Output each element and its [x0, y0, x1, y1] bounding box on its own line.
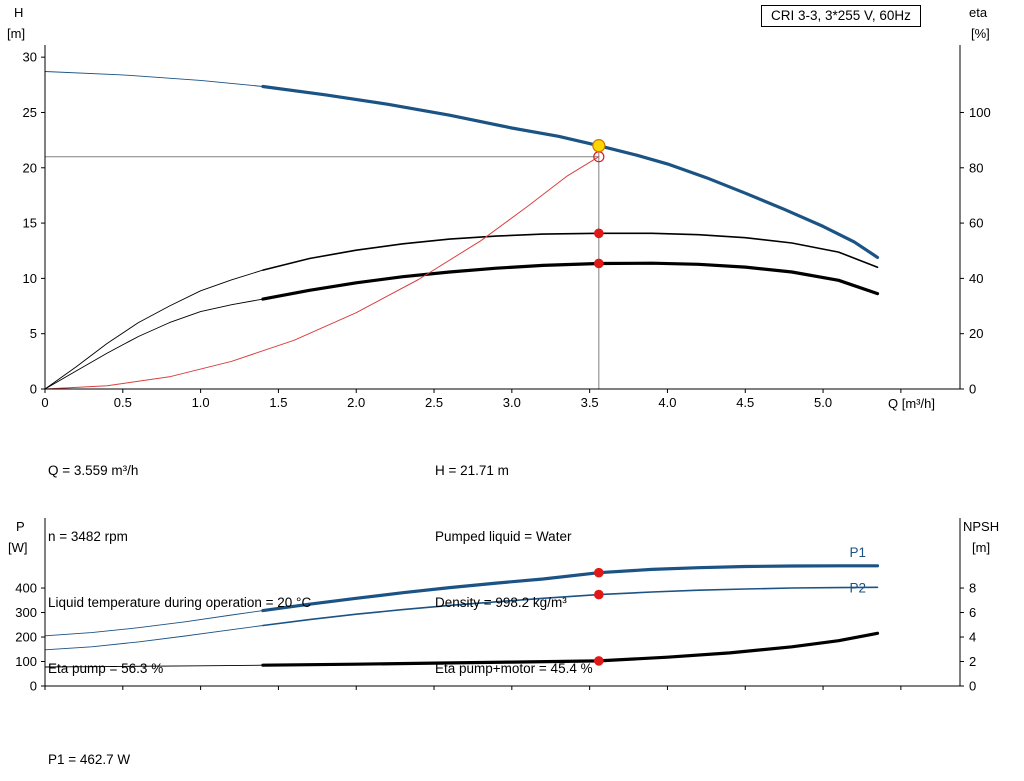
tick-label: 2.0: [347, 395, 365, 410]
tick-label: 25: [23, 105, 37, 120]
p1-value: P1 = 462.7 W: [48, 752, 131, 767]
tick-label: 20: [23, 160, 37, 175]
density-value: Density = 998.2 kg/m³: [435, 595, 567, 610]
eta-pump-motor-value: Eta pump+motor = 45.4 %: [435, 661, 593, 676]
power-axis-label: P: [16, 519, 25, 534]
tick-label: 0: [30, 382, 37, 397]
tick-label: 80: [969, 160, 983, 175]
duty-data-right: H = 21.71 m Pumped liquid = Water Densit…: [435, 416, 593, 724]
curve-eta-pump: [262, 232, 879, 271]
tick-label: 0: [969, 679, 976, 694]
curve-eta-pump-motor: [261, 261, 880, 301]
curve-npsh: [261, 631, 880, 667]
eta-pump-value: Eta pump = 56.3 %: [48, 661, 164, 676]
tick-label: 3.5: [581, 395, 599, 410]
tick-label: 200: [15, 630, 37, 645]
pumped-liquid: Pumped liquid = Water: [435, 529, 572, 544]
tick-label: 100: [15, 654, 37, 669]
tick-label: 40: [969, 271, 983, 286]
flow-axis-label: Q [m³/h]: [888, 396, 935, 411]
tick-label: 0.5: [114, 395, 132, 410]
flow-value: Q = 3.559 m³/h: [48, 463, 139, 478]
curve-eta-pump: [44, 269, 264, 390]
tick-label: 4.5: [736, 395, 754, 410]
tick-label: 0: [969, 382, 976, 397]
pump-title-box: CRI 3-3, 3*255 V, 60Hz: [761, 5, 921, 27]
curve-p2: [262, 586, 879, 627]
head-axis-unit: [m]: [7, 26, 26, 41]
npsh-axis-unit: [m]: [972, 540, 991, 555]
tick-label: 4: [969, 630, 976, 645]
tick-label: 100: [969, 105, 991, 120]
tick-label: 0: [41, 395, 48, 410]
tick-label: 2: [969, 654, 976, 669]
curve-p1: [261, 564, 880, 613]
tick-label: 15: [23, 216, 37, 231]
duty-marker-red-dot: [594, 258, 604, 269]
tick-label: 400: [15, 581, 37, 596]
tick-label: 300: [15, 605, 37, 620]
curve-npsh: [44, 664, 264, 668]
tick-label: 10: [23, 271, 37, 286]
duty-marker-red-dot: [594, 656, 604, 666]
eta-axis-label: eta: [969, 5, 988, 20]
head-value: H = 21.71 m: [435, 463, 509, 478]
tick-label: 4.0: [658, 395, 676, 410]
tick-label: 60: [969, 216, 983, 231]
speed-value: n = 3482 rpm: [48, 529, 128, 544]
power-npsh-values: P1 = 462.7 W P2 = 373.3 W NPSH = 2.05 m: [48, 705, 142, 781]
duty-marker-red-dot: [594, 567, 604, 578]
tick-label: 30: [23, 50, 37, 65]
tick-label: 8: [969, 581, 976, 596]
power-axis-unit: [W]: [8, 540, 28, 555]
tick-label: 6: [969, 605, 976, 620]
npsh-axis-label: NPSH: [963, 519, 1000, 534]
tick-label: 3.0: [503, 395, 521, 410]
eta-axis-unit: [%]: [971, 26, 990, 41]
curve-p2: [44, 625, 264, 651]
series-label-p2: P2: [850, 580, 867, 595]
duty-marker-red-dot: [594, 228, 604, 239]
duty-data-left: Q = 3.559 m³/h n = 3482 rpm Liquid tempe…: [48, 416, 311, 724]
tick-label: 5: [30, 326, 37, 341]
curve-p1: [44, 610, 264, 637]
curve-h-pump-curve: [261, 84, 880, 259]
tick-label: 20: [969, 326, 983, 341]
tick-label: 1.5: [269, 395, 287, 410]
duty-point-marker[interactable]: [592, 139, 606, 153]
tick-label: 1.0: [192, 395, 210, 410]
tick-label: 2.5: [425, 395, 443, 410]
liquid-temperature: Liquid temperature during operation = 20…: [48, 595, 312, 610]
series-label-p1: P1: [850, 545, 867, 560]
tick-label: 0: [30, 679, 37, 694]
curve-eta-pump-motor: [44, 298, 264, 390]
tick-label: 5.0: [814, 395, 832, 410]
curve-system-curve: [44, 156, 600, 390]
curve-h-pump-curve: [44, 71, 264, 87]
head-axis-label: H: [14, 5, 24, 20]
duty-marker-red-dot: [594, 589, 604, 600]
